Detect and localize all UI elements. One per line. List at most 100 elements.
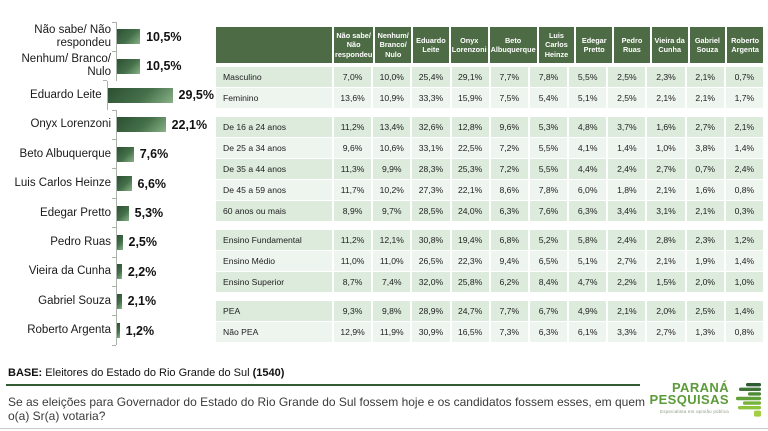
table-row: Ensino Fundamental 11,2% 12,1% 30,8% 19,4% 6,…	[216, 230, 763, 250]
chart-bar	[117, 323, 120, 339]
data-cell: 11,2%	[334, 230, 372, 250]
table-body: Masculino 7,0% 10,0% 25,4% 29,1% 7,7% 7,8% 5,5%…	[216, 67, 763, 342]
data-cell: 1,6%	[686, 180, 724, 200]
data-cell: 7,7%	[490, 67, 528, 87]
data-cell: 5,2%	[529, 230, 568, 250]
chart-row: Não sabe/ Não respondeu 10,5%	[6, 21, 214, 52]
data-cell: 5,5%	[569, 67, 607, 87]
data-cell: 7,5%	[490, 88, 528, 108]
data-cell: 2,7%	[647, 159, 685, 179]
table-column-header: Luis Carlos Heinze	[538, 27, 575, 63]
data-cell: 5,8%	[569, 230, 607, 250]
crosstab-table: Não sabe/ Não respondeu Nenhum/ Branco/ N…	[216, 27, 763, 351]
data-cell: 11,9%	[373, 322, 411, 342]
row-label-cell: Ensino Fundamental	[216, 230, 332, 250]
table-row: Ensino Médio 11,0% 11,0% 26,5% 22,3% 9,4% 6,5%…	[216, 251, 763, 271]
base-text: Eleitores do Estado do Rio Grande do Sul	[42, 367, 253, 379]
logo-text: PARANÁ PESQUISAS Especialista em opinião…	[649, 381, 729, 414]
data-cell: 9,9%	[373, 159, 411, 179]
data-cell: 6,3%	[529, 322, 568, 342]
data-cell: 27,3%	[412, 180, 450, 200]
chart-bar	[117, 176, 132, 192]
data-cell: 7,8%	[529, 67, 568, 87]
row-label-cell: Ensino Superior	[216, 272, 332, 292]
chart-bar	[117, 205, 129, 221]
data-cell: 11,0%	[334, 251, 372, 271]
data-cell: 30,9%	[412, 322, 450, 342]
data-cell: 5,1%	[569, 88, 607, 108]
data-cell: 2,1%	[686, 88, 724, 108]
data-cell: 1,6%	[647, 117, 685, 137]
data-cell: 6,3%	[569, 201, 607, 221]
candidate-bar-chart: Não sabe/ Não respondeu 10,5% Nenhum/ Bran…	[6, 21, 214, 347]
data-cell: 15,9%	[451, 88, 489, 108]
survey-question: Se as eleições para Governador do Estado…	[8, 395, 646, 423]
data-cell: 1,4%	[725, 301, 763, 321]
pine-tree-icon	[736, 383, 761, 417]
chart-row: Eduardo Leite 29,5%	[6, 80, 214, 111]
base-count: (1540)	[252, 367, 285, 379]
data-cell: 2,1%	[647, 180, 685, 200]
table-column-header: Não sabe/ Não respondeu	[334, 27, 374, 63]
chart-category-label: Eduardo Leite	[30, 89, 102, 102]
data-cell: 25,8%	[451, 272, 489, 292]
table-row: De 25 a 34 anos 9,6% 10,6% 33,1% 22,5% 7,2% 5,…	[216, 138, 763, 158]
data-cell: 1,0%	[725, 272, 763, 292]
data-cell: 10,0%	[373, 67, 411, 87]
chart-category-label: Vieira da Cunha	[28, 265, 111, 278]
data-cell: 4,4%	[569, 159, 607, 179]
data-cell: 7,0%	[334, 67, 372, 87]
chart-row: Vieira da Cunha 2,2%	[6, 256, 214, 287]
base-note: BASE: Eleitores do Estado do Rio Grande …	[8, 367, 284, 379]
data-cell: 9,3%	[334, 301, 372, 321]
data-cell: 1,4%	[725, 138, 763, 158]
row-label-cell: Ensino Médio	[216, 251, 332, 271]
data-cell: 22,5%	[451, 138, 489, 158]
logo-line2: PESQUISAS	[649, 392, 729, 408]
chart-bar	[107, 87, 173, 103]
chart-bar-area: 22,1%	[112, 109, 214, 140]
data-cell: 2,5%	[686, 301, 724, 321]
data-cell: 6,8%	[490, 230, 528, 250]
data-cell: 8,9%	[334, 201, 372, 221]
data-cell: 1,9%	[686, 251, 724, 271]
data-cell: 3,7%	[608, 117, 646, 137]
data-cell: 29,1%	[451, 67, 489, 87]
chart-bar-area: 2,1%	[112, 286, 214, 316]
data-cell: 2,1%	[608, 301, 646, 321]
data-cell: 2,1%	[725, 117, 763, 137]
row-label-cell: Não PEA	[216, 322, 332, 342]
chart-bar-area: 10,5%	[112, 21, 214, 52]
data-cell: 0,8%	[725, 180, 763, 200]
chart-bar-area: 10,5%	[112, 50, 214, 81]
data-cell: 2,4%	[725, 159, 763, 179]
row-label-cell: De 35 a 44 anos	[216, 159, 332, 179]
row-label-cell: De 25 a 34 anos	[216, 138, 332, 158]
table-corner-cell	[216, 27, 332, 63]
data-cell: 8,7%	[334, 272, 372, 292]
chart-category-label: Onyx Lorenzoni	[30, 118, 111, 131]
chart-bar	[117, 234, 123, 250]
chart-value-label: 7,6%	[139, 147, 169, 162]
table-row: Feminino 13,6% 10,9% 33,3% 15,9% 7,5% 5,4% 5,1%…	[216, 88, 763, 108]
table-group: Ensino Fundamental 11,2% 12,1% 30,8% 19,4% 6,…	[216, 230, 763, 292]
chart-row: Beto Albuquerque 7,6%	[6, 139, 214, 169]
data-cell: 28,5%	[412, 201, 450, 221]
table-column-header: Roberto Argenta	[727, 27, 763, 63]
chart-value-label: 5,3%	[134, 206, 164, 221]
chart-row: Gabriel Souza 2,1%	[6, 286, 214, 316]
chart-category-label: Luis Carlos Heinze	[14, 177, 111, 190]
data-cell: 2,3%	[686, 230, 724, 250]
data-cell: 11,7%	[334, 180, 372, 200]
data-cell: 30,8%	[412, 230, 450, 250]
data-cell: 2,0%	[647, 301, 685, 321]
data-cell: 2,4%	[608, 230, 646, 250]
data-cell: 4,1%	[569, 138, 607, 158]
data-cell: 7,6%	[529, 201, 568, 221]
data-cell: 1,7%	[725, 88, 763, 108]
table-row: Ensino Superior 8,7% 7,4% 32,0% 25,8% 6,2% 8,4…	[216, 272, 763, 292]
table-row: De 45 a 59 anos 11,7% 10,2% 27,3% 22,1% 8,6% 7…	[216, 180, 763, 200]
row-label-cell: 60 anos ou mais	[216, 201, 332, 221]
row-label-cell: Masculino	[216, 67, 332, 87]
data-cell: 6,0%	[569, 180, 607, 200]
